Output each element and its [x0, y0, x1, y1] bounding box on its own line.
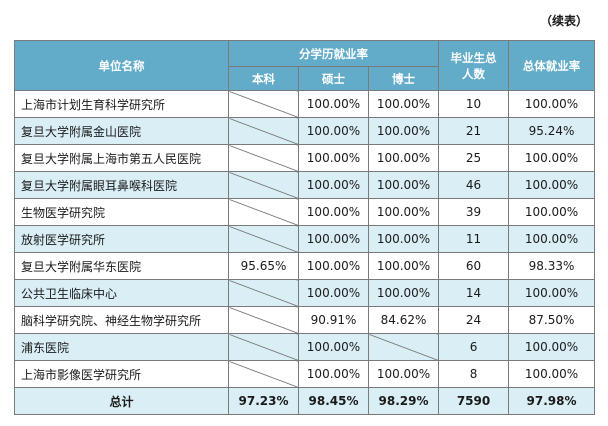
cell-doctor: 100.00%	[367, 252, 440, 280]
cell-overall: 100.00%	[508, 171, 596, 199]
cell-undergrad-empty	[228, 306, 299, 334]
cell-doctor: 100.00%	[367, 279, 440, 307]
header-unit-name: 单位名称	[14, 40, 229, 91]
cell-count: 60	[438, 252, 510, 280]
cell-name: 放射医学研究所	[14, 225, 229, 253]
cell-doctor: 100.00%	[367, 90, 440, 118]
total-name: 总计	[14, 387, 229, 415]
cell-doctor: 100.00%	[367, 117, 440, 145]
cell-undergrad-empty	[228, 360, 299, 388]
header-graduates-total-line1: 毕业生总	[450, 50, 497, 65]
header-graduates-total-line2: 人数	[462, 66, 486, 81]
cell-undergrad-empty	[228, 171, 299, 199]
header-graduates-total: 毕业生总 人数	[438, 40, 510, 91]
cell-undergrad: 95.65%	[228, 252, 299, 280]
cell-doctor: 100.00%	[367, 198, 440, 226]
cell-undergrad-empty	[228, 333, 299, 361]
header-overall-rate: 总体就业率	[508, 40, 596, 91]
cell-undergrad-empty	[228, 279, 299, 307]
table-row: 脑科学研究院、神经生物学研究所 90.91% 84.62% 24 87.50%	[14, 306, 596, 334]
cell-overall: 100.00%	[508, 333, 596, 361]
cell-count: 10	[438, 90, 510, 118]
cell-overall: 100.00%	[508, 225, 596, 253]
cell-doctor: 100.00%	[367, 225, 440, 253]
cell-overall: 100.00%	[508, 144, 596, 172]
employment-rate-table: 单位名称 分学历就业率 毕业生总 人数 总体就业率 本科 硕士 博士 上海市计划…	[14, 40, 596, 415]
cell-name: 上海市影像医学研究所	[14, 360, 229, 388]
header-row-sub: 本科 硕士 博士	[15, 66, 595, 91]
cell-master: 100.00%	[298, 360, 369, 388]
cell-doctor-empty	[367, 333, 440, 361]
header-doctor: 博士	[367, 66, 440, 91]
header-undergrad: 本科	[228, 66, 299, 91]
cell-count: 39	[438, 198, 510, 226]
cell-name: 生物医学研究院	[14, 198, 229, 226]
table-row: 复旦大学附属金山医院 100.00% 100.00% 21 95.24%	[14, 117, 596, 145]
total-master: 98.45%	[298, 387, 369, 415]
header-master: 硕士	[298, 66, 369, 91]
cell-count: 24	[438, 306, 510, 334]
cell-master: 100.00%	[298, 117, 369, 145]
cell-name: 复旦大学附属华东医院	[14, 252, 229, 280]
table-row: 复旦大学附属华东医院 95.65% 100.00% 100.00% 60 98.33%	[14, 252, 596, 280]
cell-master: 100.00%	[298, 90, 369, 118]
cell-undergrad-empty	[228, 90, 299, 118]
cell-overall: 98.33%	[508, 252, 596, 280]
cell-name: 浦东医院	[14, 333, 229, 361]
cell-undergrad-empty	[228, 117, 299, 145]
cell-overall: 100.00%	[508, 198, 596, 226]
cell-master: 100.00%	[298, 252, 369, 280]
cell-name: 公共卫生临床中心	[14, 279, 229, 307]
total-overall: 97.98%	[508, 387, 596, 415]
cell-undergrad-empty	[228, 198, 299, 226]
cell-overall: 100.00%	[508, 279, 596, 307]
cell-count: 46	[438, 171, 510, 199]
cell-overall: 87.50%	[508, 306, 596, 334]
cell-overall: 95.24%	[508, 117, 596, 145]
cell-count: 21	[438, 117, 510, 145]
table-row: 生物医学研究院 100.00% 100.00% 39 100.00%	[14, 198, 596, 226]
cell-master: 100.00%	[298, 225, 369, 253]
table-body: 上海市计划生育科学研究所 100.00% 100.00% 10 100.00% 复旦大学附…	[14, 90, 596, 415]
cell-master: 100.00%	[298, 144, 369, 172]
table-row: 上海市计划生育科学研究所 100.00% 100.00% 10 100.00%	[14, 90, 596, 118]
cell-master: 100.00%	[298, 333, 369, 361]
table-row: 上海市影像医学研究所 100.00% 100.00% 8 100.00%	[14, 360, 596, 388]
table-row: 浦东医院 100.00% 6 100.00%	[14, 333, 596, 361]
cell-overall: 100.00%	[508, 90, 596, 118]
cell-overall: 100.00%	[508, 360, 596, 388]
header-row-top: 单位名称 分学历就业率 毕业生总 人数 总体就业率	[14, 40, 596, 91]
table-row: 公共卫生临床中心 100.00% 100.00% 14 100.00%	[14, 279, 596, 307]
cell-master: 100.00%	[298, 198, 369, 226]
cell-name: 上海市计划生育科学研究所	[14, 90, 229, 118]
table-row: 复旦大学附属上海市第五人民医院 100.00% 100.00% 25 100.00%	[14, 144, 596, 172]
cell-count: 25	[438, 144, 510, 172]
cell-master: 90.91%	[298, 306, 369, 334]
cell-master: 100.00%	[298, 171, 369, 199]
cell-master: 100.00%	[298, 279, 369, 307]
total-row: 总计 97.23% 98.45% 98.29% 7590 97.98%	[14, 387, 596, 415]
cell-count: 14	[438, 279, 510, 307]
cell-undergrad-empty	[228, 144, 299, 172]
cell-name: 复旦大学附属眼耳鼻喉科医院	[14, 171, 229, 199]
table-row: 放射医学研究所 100.00% 100.00% 11 100.00%	[14, 225, 596, 253]
table-row: 复旦大学附属眼耳鼻喉科医院 100.00% 100.00% 46 100.00%	[14, 171, 596, 199]
cell-name: 复旦大学附属上海市第五人民医院	[14, 144, 229, 172]
cell-doctor: 100.00%	[367, 360, 440, 388]
cell-name: 复旦大学附属金山医院	[14, 117, 229, 145]
total-doctor: 98.29%	[367, 387, 440, 415]
total-count: 7590	[438, 387, 510, 415]
header-degree-rate-group: 分学历就业率	[227, 40, 440, 67]
cell-count: 8	[438, 360, 510, 388]
cell-doctor: 100.00%	[367, 171, 440, 199]
cell-doctor: 84.62%	[367, 306, 440, 334]
cell-undergrad-empty	[228, 225, 299, 253]
cell-count: 11	[438, 225, 510, 253]
cell-name: 脑科学研究院、神经生物学研究所	[14, 306, 229, 334]
total-undergrad: 97.23%	[228, 387, 299, 415]
continued-label: （续表）	[539, 14, 588, 28]
cell-count: 6	[438, 333, 510, 361]
cell-doctor: 100.00%	[367, 144, 440, 172]
